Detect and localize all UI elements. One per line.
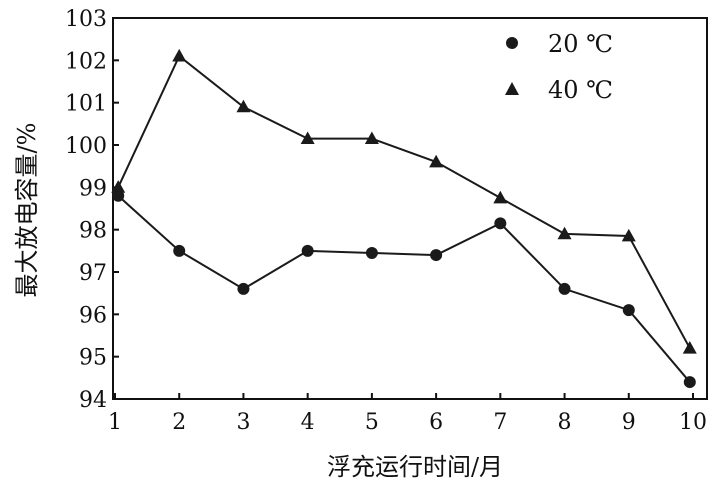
series-line xyxy=(117,195,691,383)
y-axis-label: 最大放电容量/% xyxy=(13,123,41,298)
series-group xyxy=(111,48,697,389)
data-point-circle xyxy=(112,189,125,202)
x-tick-label: 1 xyxy=(108,410,122,435)
data-point-triangle xyxy=(236,99,251,113)
x-tick-label: 2 xyxy=(172,410,186,435)
legend-marker-circle xyxy=(506,37,518,49)
data-point-circle xyxy=(558,282,571,295)
data-point-triangle xyxy=(172,48,187,62)
data-point-circle xyxy=(622,304,635,317)
y-tick-label: 100 xyxy=(65,134,107,159)
legend-label: 40 ℃ xyxy=(548,76,613,104)
data-point-triangle xyxy=(364,131,379,145)
x-axis-ticks: 1 2 3 4 5 6 7 8 9 10 xyxy=(108,393,707,435)
y-tick-label: 95 xyxy=(79,346,107,371)
data-point-circle xyxy=(301,244,314,257)
x-tick-label: 6 xyxy=(429,410,443,435)
data-point-triangle xyxy=(111,180,126,193)
x-tick-label: 3 xyxy=(236,410,250,435)
data-point-triangle xyxy=(682,341,697,354)
y-tick-label: 96 xyxy=(79,303,107,328)
legend-marker-triangle xyxy=(505,82,519,95)
data-point-triangle xyxy=(557,226,572,240)
x-tick-label: 5 xyxy=(365,410,379,435)
series-1 xyxy=(112,189,696,389)
series-line xyxy=(117,54,691,349)
x-tick-label: 4 xyxy=(301,410,315,435)
y-tick-label: 98 xyxy=(79,219,107,244)
y-tick-label: 94 xyxy=(79,388,107,413)
data-point-circle xyxy=(365,246,378,259)
data-point-triangle xyxy=(493,190,508,204)
data-point-circle xyxy=(683,376,696,389)
x-tick-label: 9 xyxy=(622,410,636,435)
y-axis-ticks: 94 95 96 97 98 99 100 101 102 103 xyxy=(65,7,119,413)
y-tick-label: 101 xyxy=(65,92,107,117)
x-tick-label: 8 xyxy=(558,410,572,435)
data-point-circle xyxy=(430,249,443,262)
plot-frame xyxy=(112,17,708,400)
legend: 20 ℃ 40 ℃ xyxy=(505,30,613,104)
x-tick-label: 10 xyxy=(679,410,707,435)
y-tick-label: 99 xyxy=(79,176,107,201)
y-tick-label: 103 xyxy=(65,7,107,32)
data-point-triangle xyxy=(429,154,444,168)
data-point-circle xyxy=(494,217,507,230)
x-tick-label: 7 xyxy=(493,410,507,435)
data-point-circle xyxy=(173,244,186,257)
legend-label: 20 ℃ xyxy=(548,30,613,58)
y-tick-label: 102 xyxy=(65,49,107,74)
y-tick-label: 97 xyxy=(79,261,107,286)
data-point-circle xyxy=(237,282,250,295)
axes-group xyxy=(112,17,708,400)
data-point-triangle xyxy=(621,228,636,242)
x-axis-label: 浮充运行时间/月 xyxy=(327,453,503,481)
series-2 xyxy=(111,48,697,354)
data-point-triangle xyxy=(300,131,315,145)
